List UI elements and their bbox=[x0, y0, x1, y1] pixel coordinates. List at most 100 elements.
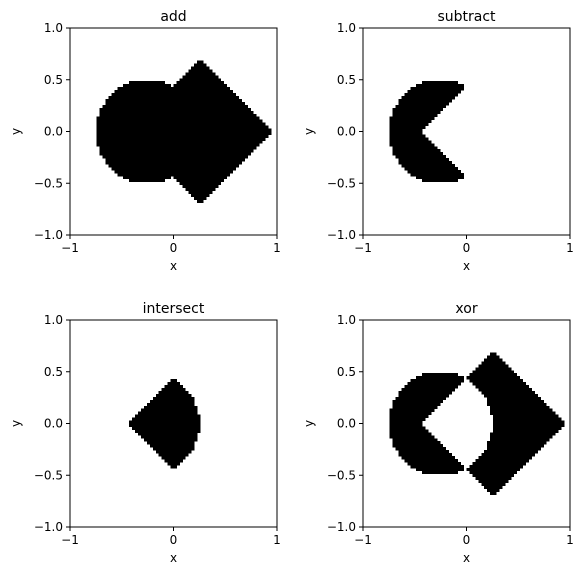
shape-cell bbox=[117, 172, 231, 177]
shape-cell bbox=[392, 149, 441, 153]
shape-cell bbox=[170, 464, 177, 469]
shape-cell bbox=[167, 461, 180, 466]
shape-cell bbox=[143, 438, 198, 442]
shape-cell bbox=[493, 414, 559, 418]
shape-cell bbox=[392, 441, 441, 445]
shape-cell bbox=[484, 450, 538, 454]
shape-cell bbox=[472, 370, 515, 374]
x-tick-label: −1 bbox=[61, 533, 79, 547]
shape-cell bbox=[149, 444, 195, 448]
shape-cell bbox=[132, 426, 201, 430]
shape-cell bbox=[389, 128, 423, 132]
x-axis-label: x bbox=[463, 551, 470, 565]
shape-cell bbox=[487, 399, 544, 404]
shape-cell bbox=[129, 178, 166, 183]
shape-cell bbox=[422, 470, 459, 475]
shape-cell bbox=[99, 152, 251, 156]
shape-cell bbox=[481, 482, 506, 486]
shape-cell bbox=[96, 134, 269, 138]
shape-cell bbox=[102, 104, 248, 109]
shape-cell bbox=[490, 411, 556, 416]
shape-cell bbox=[96, 143, 260, 147]
y-tick-label: 0.5 bbox=[44, 73, 63, 87]
shape-cell bbox=[191, 193, 210, 197]
subplot-xor: xor −1 0 1 1.0 0.5 0.0 −0.5 −1.0 x y bbox=[302, 301, 574, 565]
shape-cell bbox=[472, 461, 527, 466]
x-tick-label: 0 bbox=[463, 533, 471, 547]
shape-cell bbox=[179, 181, 222, 186]
shape-cell bbox=[164, 458, 183, 463]
shape-cell bbox=[129, 423, 201, 427]
shape-cell bbox=[395, 155, 447, 159]
y-tick-label: 1.0 bbox=[44, 313, 63, 327]
y-axis-label: y bbox=[9, 420, 23, 427]
x-tick-label: 1 bbox=[273, 241, 281, 255]
shape-cell bbox=[407, 461, 461, 466]
shape-cell bbox=[96, 128, 272, 132]
y-tick-label: 1.0 bbox=[337, 21, 356, 35]
shape-cell bbox=[389, 417, 426, 421]
shape-cell bbox=[493, 426, 562, 430]
shape-cell bbox=[152, 396, 195, 401]
shape-cell bbox=[176, 81, 225, 85]
shape-cell bbox=[484, 393, 538, 398]
shape-cell bbox=[389, 435, 435, 439]
shape-cell bbox=[105, 158, 245, 162]
shape-cell bbox=[389, 116, 435, 121]
shape-cell bbox=[401, 388, 456, 392]
shape-cell bbox=[422, 178, 459, 183]
shape-cell bbox=[140, 408, 198, 413]
shape-cell bbox=[111, 166, 236, 171]
x-axis-label: x bbox=[170, 551, 177, 565]
shape-cell bbox=[490, 405, 550, 410]
shape-cell bbox=[416, 376, 464, 380]
x-axis-label: x bbox=[463, 259, 470, 273]
x-tick-label: −1 bbox=[354, 533, 372, 547]
shape-cell bbox=[484, 485, 503, 489]
shape-cell bbox=[410, 172, 464, 177]
shape-cell bbox=[487, 444, 544, 448]
shape-cell bbox=[410, 379, 464, 383]
shape-cell bbox=[392, 146, 438, 150]
shape-cell bbox=[96, 116, 260, 121]
shape-cell bbox=[392, 402, 441, 407]
shape-cell bbox=[197, 199, 204, 203]
shape-cell bbox=[176, 178, 225, 183]
shape-cell bbox=[407, 90, 461, 94]
shape-cell bbox=[129, 81, 166, 85]
shape-cell bbox=[490, 438, 550, 442]
shape-cell bbox=[478, 364, 509, 368]
shape-cell bbox=[493, 420, 565, 424]
shape-cell bbox=[392, 444, 444, 448]
shape-cell bbox=[392, 405, 438, 410]
shape-cell bbox=[469, 373, 518, 377]
shape-cell bbox=[416, 467, 464, 472]
shape-cell bbox=[158, 390, 189, 395]
y-tick-label: −0.5 bbox=[327, 176, 356, 190]
shape-cell bbox=[96, 125, 269, 129]
shape-cell bbox=[398, 453, 453, 457]
y-tick-label: −1.0 bbox=[327, 520, 356, 534]
shape-cell bbox=[194, 63, 207, 67]
shape-cell bbox=[478, 388, 532, 392]
shape-cell bbox=[481, 361, 506, 365]
shape-cell bbox=[404, 93, 459, 97]
shape-cell bbox=[490, 491, 497, 495]
shape-cell bbox=[389, 119, 432, 124]
shape-cell bbox=[185, 187, 216, 192]
shape-cell bbox=[389, 125, 426, 129]
shape-cell bbox=[493, 429, 559, 433]
shape-cell bbox=[146, 402, 195, 407]
shape-cell bbox=[105, 101, 245, 106]
shape-cell bbox=[398, 101, 450, 106]
shape-cell bbox=[188, 69, 213, 73]
shape-cell bbox=[398, 158, 450, 162]
y-axis-label: y bbox=[302, 128, 316, 135]
shape-cell bbox=[117, 87, 231, 91]
shape-cell bbox=[469, 464, 524, 469]
shape-cell bbox=[475, 476, 512, 481]
shape-cell bbox=[185, 72, 216, 76]
y-tick-label: 0.0 bbox=[337, 417, 356, 431]
shape-cell bbox=[152, 447, 195, 451]
